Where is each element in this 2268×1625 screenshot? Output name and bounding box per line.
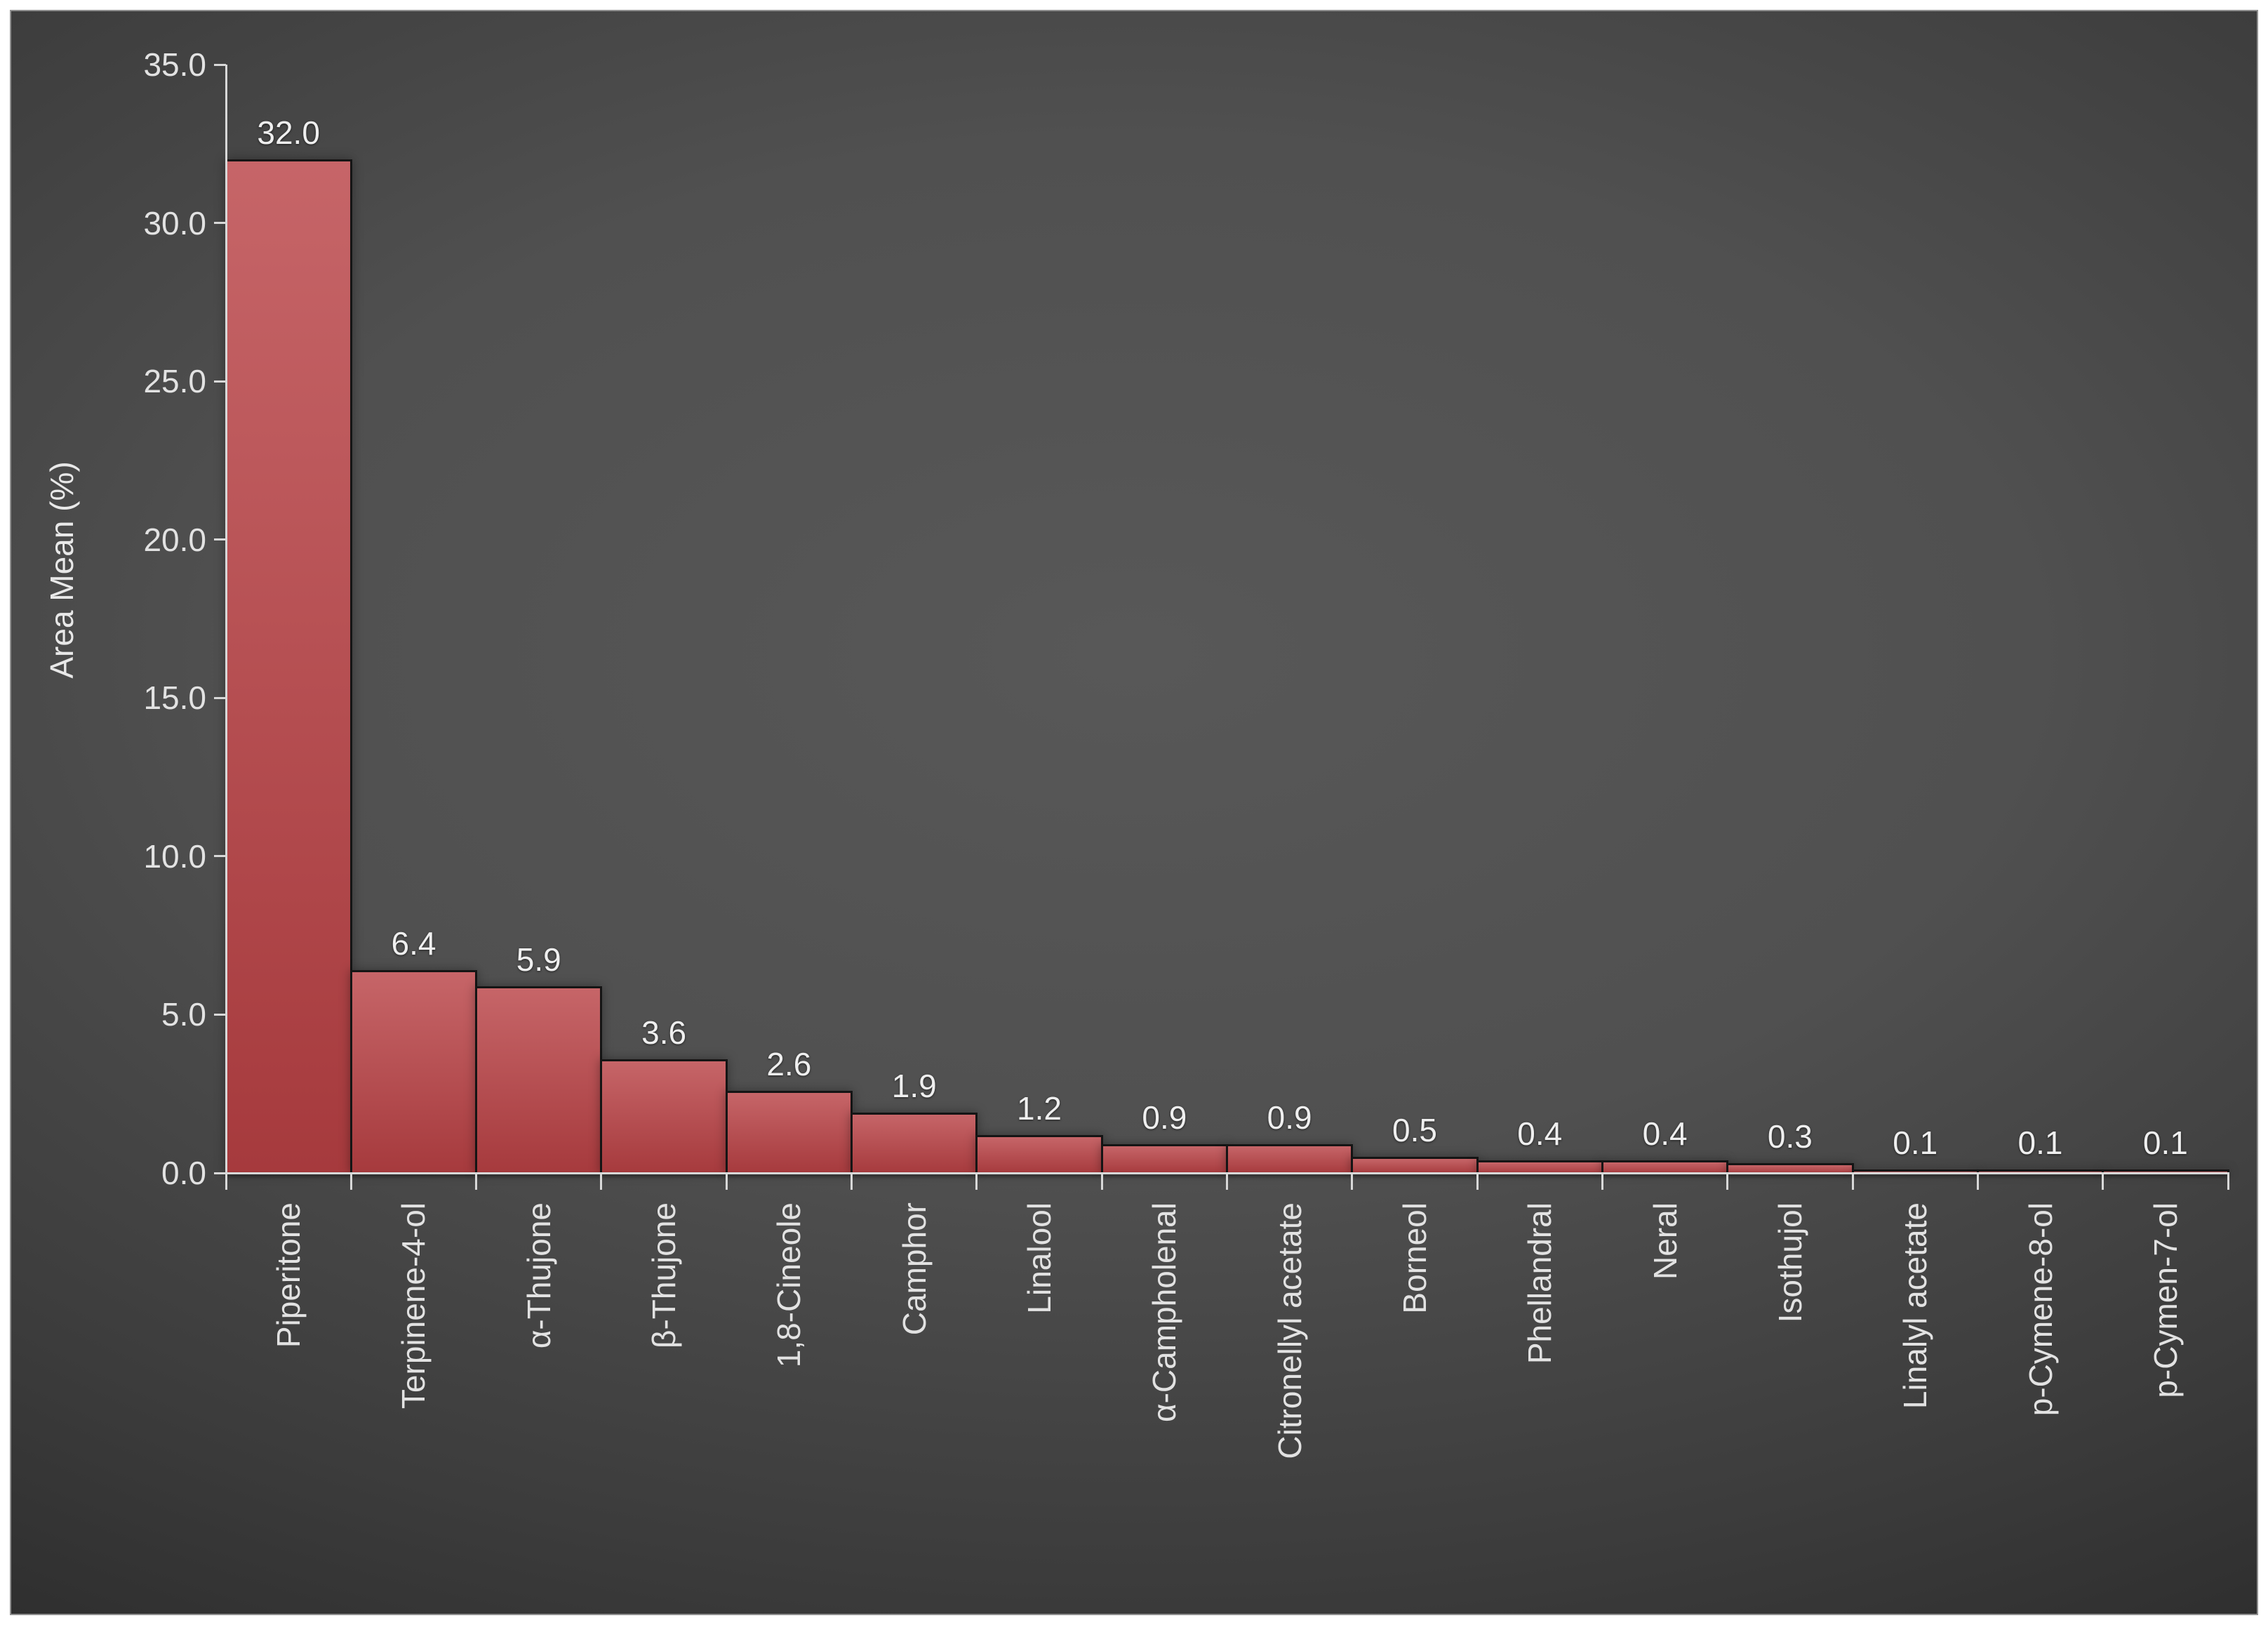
x-category-label: Neral xyxy=(1646,1202,1683,1280)
bar-value-label: 6.4 xyxy=(391,925,436,962)
x-axis-tick xyxy=(1476,1173,1479,1190)
x-category-label: Terpinene-4-ol xyxy=(395,1202,432,1410)
x-category-label: α-Campholenal xyxy=(1146,1202,1183,1422)
bar-value-label: 0.1 xyxy=(2142,1125,2188,1162)
x-axis-tick xyxy=(1976,1173,1979,1190)
x-category-label: p-Cymen-7-ol xyxy=(2147,1202,2184,1398)
bar-value-label: 1.9 xyxy=(891,1068,937,1105)
bar-value-label: 32.0 xyxy=(257,114,320,152)
bar-value-label: 0.1 xyxy=(2017,1125,2063,1162)
bar-6 xyxy=(850,1113,978,1174)
bar-value-label: 5.9 xyxy=(516,941,561,978)
x-axis-tick xyxy=(2102,1173,2104,1190)
x-category-label: p-Cymene-8-ol xyxy=(2022,1202,2059,1417)
x-category-label: Linalyl acetate xyxy=(1897,1202,1934,1410)
y-axis-tick-label: 0.0 xyxy=(161,1155,206,1191)
y-axis-tick-label: 35.0 xyxy=(143,46,206,83)
bar-value-label: 0.1 xyxy=(1893,1125,1938,1162)
bar-2 xyxy=(349,970,478,1174)
x-axis-tick xyxy=(975,1173,978,1190)
x-category-label: Borneol xyxy=(1396,1202,1433,1314)
bars-layer xyxy=(11,11,2257,1614)
x-category-label: Piperitone xyxy=(270,1202,307,1348)
x-axis-tick xyxy=(600,1173,603,1190)
labels-layer: 32.0 Piperitone 6.4 Terpinene-4-ol 5.9 α-Thuj… xyxy=(11,11,2257,1614)
y-axis-tick xyxy=(213,696,226,699)
x-category-label: 1,8-Cineole xyxy=(771,1202,808,1368)
bar-value-label: 2.6 xyxy=(766,1045,812,1082)
bar-16 xyxy=(2102,1169,2229,1174)
bar-value-label: 0.9 xyxy=(1142,1099,1187,1136)
bar-10 xyxy=(1351,1157,1479,1174)
y-axis-tick xyxy=(213,222,226,225)
bar-value-label: 0.9 xyxy=(1267,1099,1312,1136)
x-category-label: β-Thujone xyxy=(646,1202,683,1349)
x-axis-tick xyxy=(475,1173,478,1190)
bar-3 xyxy=(475,986,603,1174)
y-axis-tick xyxy=(213,380,226,383)
x-category-label: Linalool xyxy=(1021,1202,1058,1314)
x-category-label: α-Thujone xyxy=(520,1202,557,1349)
bar-9 xyxy=(1226,1144,1354,1174)
axes-layer xyxy=(11,11,2257,1614)
x-axis-tick xyxy=(225,1173,227,1190)
bar-1 xyxy=(225,159,352,1174)
x-axis-tick xyxy=(1351,1173,1354,1190)
x-axis-tick xyxy=(1601,1173,1603,1190)
y-axis-tick-label: 25.0 xyxy=(143,363,206,400)
bar-value-label: 0.4 xyxy=(1642,1115,1688,1152)
x-axis-tick xyxy=(850,1173,853,1190)
y-axis-tick-label: 15.0 xyxy=(143,679,206,717)
x-category-label: Isothujol xyxy=(1771,1202,1808,1323)
bar-value-label: 1.2 xyxy=(1017,1089,1062,1127)
x-category-label: Citronellyl acetate xyxy=(1271,1202,1308,1459)
y-axis-line xyxy=(225,65,227,1174)
x-category-label: Camphor xyxy=(895,1202,933,1336)
y-axis-tick xyxy=(213,63,226,66)
bar-5 xyxy=(725,1090,853,1174)
bar-value-label: 0.3 xyxy=(1767,1118,1813,1155)
x-axis-tick xyxy=(2227,1173,2229,1190)
y-axis-tick xyxy=(213,855,226,858)
bar-7 xyxy=(975,1134,1103,1174)
x-axis-tick xyxy=(725,1173,728,1190)
bar-value-label: 3.6 xyxy=(641,1014,687,1051)
y-axis-tick-label: 10.0 xyxy=(143,837,206,875)
x-axis-tick xyxy=(1726,1173,1729,1190)
y-axis-tick xyxy=(213,538,226,541)
bar-value-label: 0.5 xyxy=(1392,1112,1437,1149)
y-axis-tick xyxy=(213,1013,226,1016)
y-axis-tick xyxy=(213,1172,226,1174)
bar-8 xyxy=(1100,1144,1228,1174)
x-axis-tick xyxy=(1100,1173,1103,1190)
y-axis-tick-label: 20.0 xyxy=(143,521,206,558)
bar-value-label: 0.4 xyxy=(1517,1115,1563,1152)
y-axis-title: Area Mean (%) xyxy=(44,461,80,679)
x-axis-tick xyxy=(349,1173,352,1190)
x-category-label: Phellandral xyxy=(1521,1202,1559,1365)
y-axis-tick-label: 30.0 xyxy=(143,204,206,241)
y-axis-tick-label: 5.0 xyxy=(161,996,206,1033)
x-axis-tick xyxy=(1851,1173,1854,1190)
chart-frame: 32.0 Piperitone 6.4 Terpinene-4-ol 5.9 α-Thuj… xyxy=(10,10,2258,1615)
bar-13 xyxy=(1726,1163,1854,1174)
x-axis-tick xyxy=(1226,1173,1228,1190)
bar-4 xyxy=(600,1059,728,1174)
